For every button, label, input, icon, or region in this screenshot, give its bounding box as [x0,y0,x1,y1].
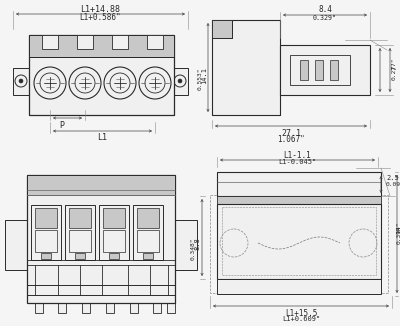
Bar [133,205,163,260]
Bar [112,35,128,49]
Bar [82,295,90,313]
Text: L1-0.045": L1-0.045" [278,159,316,165]
Text: 1.067": 1.067" [277,136,305,144]
Text: 8.8: 8.8 [194,237,200,250]
Bar [143,253,153,259]
Bar [58,295,66,313]
Text: 0.329": 0.329" [313,15,337,21]
Bar [210,195,388,293]
Text: L1+0.586": L1+0.586" [79,13,121,22]
Text: L1+15.5: L1+15.5 [285,308,317,318]
Bar [175,220,197,270]
Circle shape [40,73,60,93]
Text: L1+0.609": L1+0.609" [282,316,320,322]
Bar [31,205,61,260]
Circle shape [145,73,165,93]
Bar [106,295,114,313]
Text: 10: 10 [396,226,400,234]
Bar [65,205,95,260]
Circle shape [178,79,182,83]
Bar [217,172,381,196]
Circle shape [69,67,101,99]
Text: L1-1.1: L1-1.1 [283,151,311,159]
Text: 0.553": 0.553" [198,67,202,90]
Bar [300,60,308,80]
Text: P: P [60,121,64,129]
Circle shape [110,73,130,93]
Bar [99,205,129,260]
Bar [29,35,174,57]
Bar [130,295,138,313]
Text: 0.394": 0.394" [396,221,400,244]
Circle shape [104,67,136,99]
Text: 27.1: 27.1 [281,128,301,138]
Circle shape [34,67,66,99]
Bar [103,230,125,252]
Bar [222,207,376,275]
Bar [212,20,280,115]
Text: 0.277": 0.277" [392,57,396,80]
Circle shape [139,67,171,99]
Bar [290,55,350,85]
Text: 7: 7 [391,66,397,70]
Text: 0.096": 0.096" [386,183,400,187]
Bar [212,20,232,38]
Bar [167,295,175,313]
Circle shape [15,75,27,87]
Text: 14.1: 14.1 [201,67,207,84]
Bar [147,35,163,49]
Text: 2.5: 2.5 [386,175,399,181]
Bar [153,295,161,313]
Text: 8.4: 8.4 [318,6,332,14]
Bar [27,175,175,195]
Bar [27,175,175,303]
Bar [35,295,43,313]
Bar [280,45,370,95]
Text: L1: L1 [97,134,107,142]
Bar [217,196,381,204]
Bar [217,279,381,294]
Circle shape [174,75,186,87]
Bar [330,60,338,80]
Bar [109,253,119,259]
Bar [13,68,29,95]
Bar [35,230,57,252]
Bar [172,68,188,95]
Bar [69,230,91,252]
Bar [41,253,51,259]
Bar [75,253,85,259]
Bar [77,35,93,49]
Bar [29,35,174,115]
Bar [103,208,125,228]
Bar [69,208,91,228]
Bar [315,60,323,80]
Circle shape [19,79,23,83]
Circle shape [75,73,95,93]
Bar [5,220,27,270]
Bar [137,208,159,228]
Bar [42,35,58,49]
Bar [137,230,159,252]
Bar [35,208,57,228]
Bar [217,204,381,279]
Text: 0.348": 0.348" [190,237,196,259]
Text: L1+14.88: L1+14.88 [80,5,120,13]
